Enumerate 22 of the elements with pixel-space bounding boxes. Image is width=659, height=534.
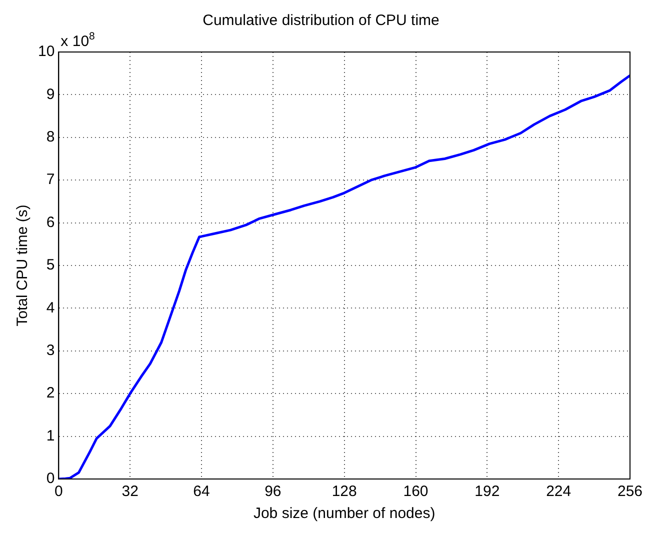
x-tick-label: 32 <box>122 483 138 500</box>
x-axis-title: Job size (number of nodes) <box>253 505 436 522</box>
x-tick-label: 128 <box>332 483 357 500</box>
y-axis-title: Total CPU time (s) <box>14 204 32 326</box>
y-tick-label: 7 <box>46 171 55 188</box>
x-tick-label: 96 <box>264 483 282 500</box>
chart-title: Cumulative distribution of CPU time <box>202 12 440 30</box>
y-tick-label: 1 <box>46 427 55 444</box>
y-tick-label: 3 <box>46 342 55 360</box>
x-tick-label: 64 <box>193 483 210 500</box>
x-tick-label: 160 <box>403 483 428 500</box>
y-tick-label: 5 <box>46 256 55 274</box>
y-tick-label: 10 <box>38 43 55 60</box>
y-tick-label: 0 <box>46 470 55 488</box>
y-tick-label: 2 <box>46 384 55 402</box>
x-tick-label: 224 <box>546 483 572 500</box>
y-tick-label: 9 <box>46 86 55 103</box>
x-tick-label: 192 <box>474 483 500 500</box>
x-tick-label: 256 <box>617 483 643 500</box>
y-tick-label: 4 <box>46 299 55 316</box>
y-tick-label: 8 <box>46 128 55 146</box>
y-tick-label: 6 <box>46 214 55 231</box>
